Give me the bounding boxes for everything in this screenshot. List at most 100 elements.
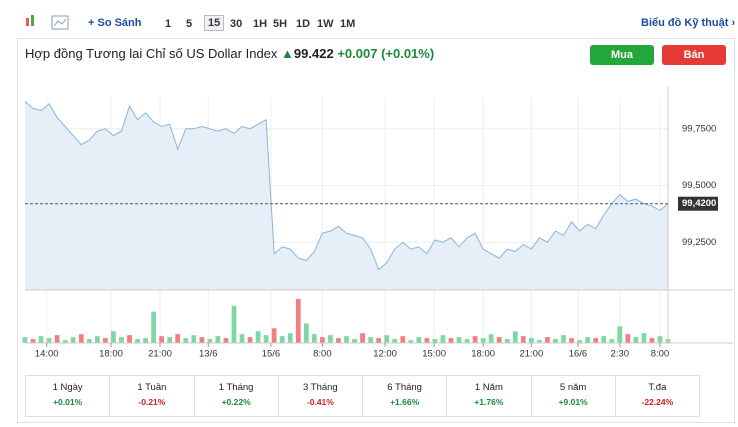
volume-bar (263, 335, 269, 343)
volume-bar (223, 338, 229, 343)
volume-bar (472, 336, 478, 343)
volume-bar (360, 333, 365, 343)
period-change: +1.66% (390, 397, 420, 407)
volume-bar (143, 338, 148, 343)
volume-bar (279, 336, 285, 343)
period-button[interactable]: 1 (165, 18, 172, 30)
change: +0.007 (337, 46, 378, 61)
performance-cell: 6 Tháng +1.66% (363, 376, 448, 416)
sell-button[interactable]: Bán (662, 45, 726, 65)
volume-bar (175, 334, 181, 343)
x-tick-label: 15:00 (422, 349, 446, 360)
volume-bar (191, 335, 197, 343)
x-tick-label: 15/6 (262, 349, 281, 360)
volume-bar (295, 298, 301, 343)
volume-bar (625, 334, 631, 343)
x-tick-label: 2:30 (611, 349, 630, 360)
period-change: +0.22% (221, 397, 251, 407)
technical-link[interactable]: Biểu đồ Kỹ thuật › (641, 17, 736, 29)
volume-bar (320, 337, 325, 343)
volume-bar (424, 338, 430, 343)
change-pct: (+0.01%) (381, 46, 435, 61)
buy-button[interactable]: Mua (590, 45, 654, 65)
x-tick-label: 13/6 (199, 349, 218, 360)
volume-bar (344, 336, 349, 343)
volume-bar (617, 326, 623, 343)
volume-bar (199, 337, 205, 343)
volume-bar (54, 335, 60, 343)
header: Hợp đồng Tương lai Chỉ số US Dollar Inde… (25, 46, 435, 61)
compare-button[interactable]: + So Sánh (88, 17, 142, 29)
volume-bar (271, 328, 277, 343)
toolbar: + So Sánh 1 5 15 30 1H 5H 1D 1W 1M Biểu đồ Kỹ th… (0, 10, 738, 36)
volume-bar (384, 335, 390, 343)
volume-bar (94, 336, 100, 343)
price: 99.422 (293, 46, 334, 61)
volume-bar (151, 311, 156, 343)
volume-bar (464, 339, 470, 343)
performance-cell: T.đa -22.24% (616, 376, 699, 416)
volume-bar (70, 337, 76, 343)
chart-type-icons[interactable] (22, 10, 82, 36)
area-fill (25, 101, 668, 290)
x-tick-label: 21:00 (519, 349, 543, 360)
price-line (24, 101, 669, 271)
performance-cell: 1 Năm +1.76% (447, 376, 532, 416)
period-button[interactable]: 1W (317, 18, 334, 30)
y-tick-label: 99,5000 (682, 180, 716, 191)
period-button[interactable]: 1M (340, 18, 356, 30)
volume-bar (352, 339, 357, 343)
volume-bar (432, 339, 438, 343)
period-label: 6 Tháng (387, 382, 422, 393)
period-change: -0.21% (138, 397, 166, 407)
period-button[interactable]: 1H (253, 18, 268, 30)
volume-bar (119, 337, 124, 343)
volume-bar (247, 337, 253, 343)
performance-cell: 1 Tháng +0.22% (195, 376, 279, 416)
volume-bar (287, 333, 293, 343)
volume-bar (480, 338, 486, 343)
volume-bar (303, 323, 309, 343)
period-button[interactable]: 5 (186, 18, 193, 30)
period-button[interactable]: 30 (230, 18, 243, 30)
performance-cell: 5 năm +9.01% (532, 376, 616, 416)
volume-bar (183, 338, 189, 343)
volume-bar (159, 336, 165, 343)
period-button[interactable]: 1D (296, 18, 311, 30)
volume-bar (111, 331, 116, 343)
x-tick-label: 18:00 (99, 349, 123, 360)
period-button[interactable]: 5H (273, 18, 288, 30)
period-change: -22.24% (641, 397, 674, 407)
period-label: 3 Tháng (303, 382, 338, 393)
volume-bar (609, 339, 615, 343)
last-price-label: 99,4200 (682, 198, 716, 209)
volume-bar (553, 339, 558, 343)
volume-bar (376, 338, 382, 343)
volume-bar (504, 339, 510, 343)
period-label: 1 Tháng (218, 382, 254, 393)
volume-bar (207, 339, 213, 343)
last-price-box (678, 196, 718, 211)
volume-bar (336, 338, 341, 343)
period-change: +1.76% (474, 397, 504, 407)
compare-label: So Sánh (97, 17, 142, 29)
volume-bar (657, 336, 663, 343)
period-button[interactable]: 15 (204, 15, 225, 31)
performance-cell: 1 Tuần -0.21% (110, 376, 195, 416)
volume-bar (649, 338, 655, 343)
volume-bar (46, 338, 52, 343)
volume-bar (569, 338, 574, 343)
volume-bar (368, 337, 373, 343)
volume-bar (392, 339, 398, 343)
volume-bar (561, 335, 566, 343)
volume-bar (633, 337, 639, 343)
volume-bar (416, 337, 422, 343)
volume-bar (537, 340, 542, 343)
y-tick-label: 99,7500 (682, 123, 716, 134)
x-tick-label: 14:00 (35, 349, 59, 360)
volume-bar (512, 331, 518, 343)
volume-bar (135, 339, 140, 343)
volume-bar (62, 340, 68, 343)
volume-bar (167, 337, 173, 343)
